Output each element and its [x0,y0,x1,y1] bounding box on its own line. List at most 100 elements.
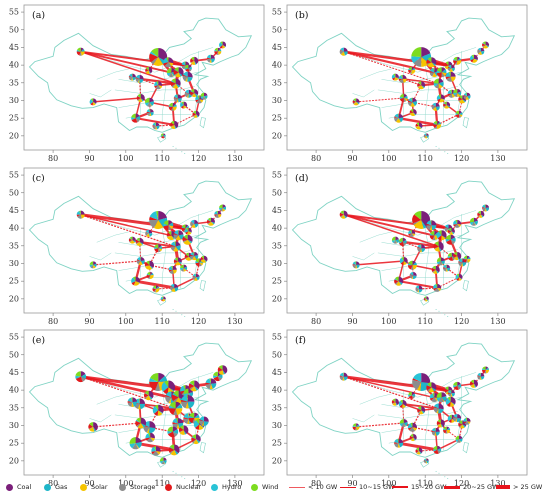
generation-pie-slice [432,269,436,273]
generation-pie-slice [154,219,164,229]
generation-pie-slice [186,93,189,98]
generation-pie-slice [447,393,452,397]
generation-pie-slice [399,423,404,427]
generation-pie-slice [462,262,467,267]
x-tick-label: 80 [48,317,58,326]
generation-pie-slice [455,439,459,443]
generation-pie-slice [435,265,440,273]
y-tick-label: 30 [9,421,19,430]
generation-pie-slice [131,397,133,403]
generation-pie-slice [443,103,447,107]
x-tick-label: 120 [454,154,469,163]
generation-pie-slice [132,77,136,81]
generation-pie-slice [178,230,184,236]
legend-line-swatch [392,486,408,488]
x-tick-label: 90 [347,154,357,163]
generation-pie-slice [173,98,178,103]
generation-pie-slice [457,383,462,388]
generation-pie-slice [194,93,198,97]
legend-label: Coal [17,483,32,491]
panel-frame [286,167,528,314]
generation-pie-slice [412,214,422,224]
generation-pie-slice [175,235,181,241]
generation-pie-slice [436,72,442,78]
generation-pie-slice [395,402,398,406]
generation-pie-slice [459,110,462,115]
generation-pie-slice [447,256,452,259]
legend-hydro-swatch [211,483,218,491]
generation-pie-slice [177,257,182,263]
generation-pie-slice [398,241,405,246]
generation-pie-slice [469,217,474,223]
generation-pie-slice [188,417,195,424]
generation-pie-slice [409,435,414,440]
generation-pie-slice [204,96,206,100]
generation-pie-slice [160,135,165,139]
generation-pie-slice [183,266,188,271]
generation-pie-slice [425,458,427,461]
generation-pie-slice [174,258,178,262]
generation-pie-slice [453,253,458,258]
y-tick-label: 20 [9,294,19,303]
generation-pie-slice [407,423,413,429]
generation-pie-slice [426,135,429,139]
generation-pie-slice [148,229,153,234]
generation-pie-slice [434,83,439,89]
transmission-link [80,214,176,248]
generation-pie-slice [352,264,357,269]
generation-pie-slice [411,395,415,399]
generation-pie-slice [170,283,175,288]
generation-pie-slice [180,401,188,409]
generation-pie-slice [453,385,458,388]
generation-pie-slice [434,431,437,436]
generation-pie-slice [154,248,159,253]
x-tick-label: 120 [191,154,206,163]
generation-pie-slice [398,400,403,407]
generation-pie-slice [448,64,452,69]
generation-pie-slice [424,298,427,301]
generation-pie-slice [173,408,178,416]
generation-pie-slice [182,74,188,77]
generation-pie-slice [153,288,156,293]
generation-pie-slice [451,392,455,397]
generation-pie-slice [400,261,404,265]
generation-pie-slice [457,56,460,61]
generation-pie-slice [445,430,448,434]
generation-pie-slice [356,261,360,265]
generation-pie-slice [181,395,188,402]
generation-pie-slice [166,68,172,74]
panel-frame [23,4,265,151]
generation-pie-slice [156,210,159,220]
generation-pie-slice [473,383,477,388]
generation-pie-slice [459,95,463,100]
generation-pie-slice [199,424,204,428]
generation-pie-slice [138,398,140,404]
island-boundary [199,280,206,292]
generation-pie-slice [139,241,144,245]
y-tick-label: 25 [272,439,282,448]
generation-pie-slice [187,395,195,402]
generation-pie-slice [149,381,159,391]
generation-pie-slice [190,60,196,65]
generation-pie-slice [177,230,179,236]
generation-pie-slice [168,231,172,236]
generation-pie-slice [343,376,348,381]
y-tick-label: 40 [9,224,19,233]
generation-pie-slice [398,113,404,119]
generation-pie-slice [450,401,455,405]
generation-pie-slice [93,264,96,269]
generation-pie-slice [146,233,150,237]
generation-pie-slice [148,66,153,74]
generation-pie-slice [136,239,140,242]
generation-pie-slice [154,244,159,249]
generation-pie-slice [410,109,414,113]
generation-pie-slice [473,379,478,387]
generation-pie-slice [76,210,81,215]
generation-pie-slice [339,375,344,377]
generation-pie-slice [199,262,204,266]
generation-pie-slice [453,416,458,419]
generation-pie-slice [457,57,462,61]
generation-pie-slice [146,112,151,116]
generation-pie-slice [356,424,360,427]
generation-pie-slice [447,396,451,402]
